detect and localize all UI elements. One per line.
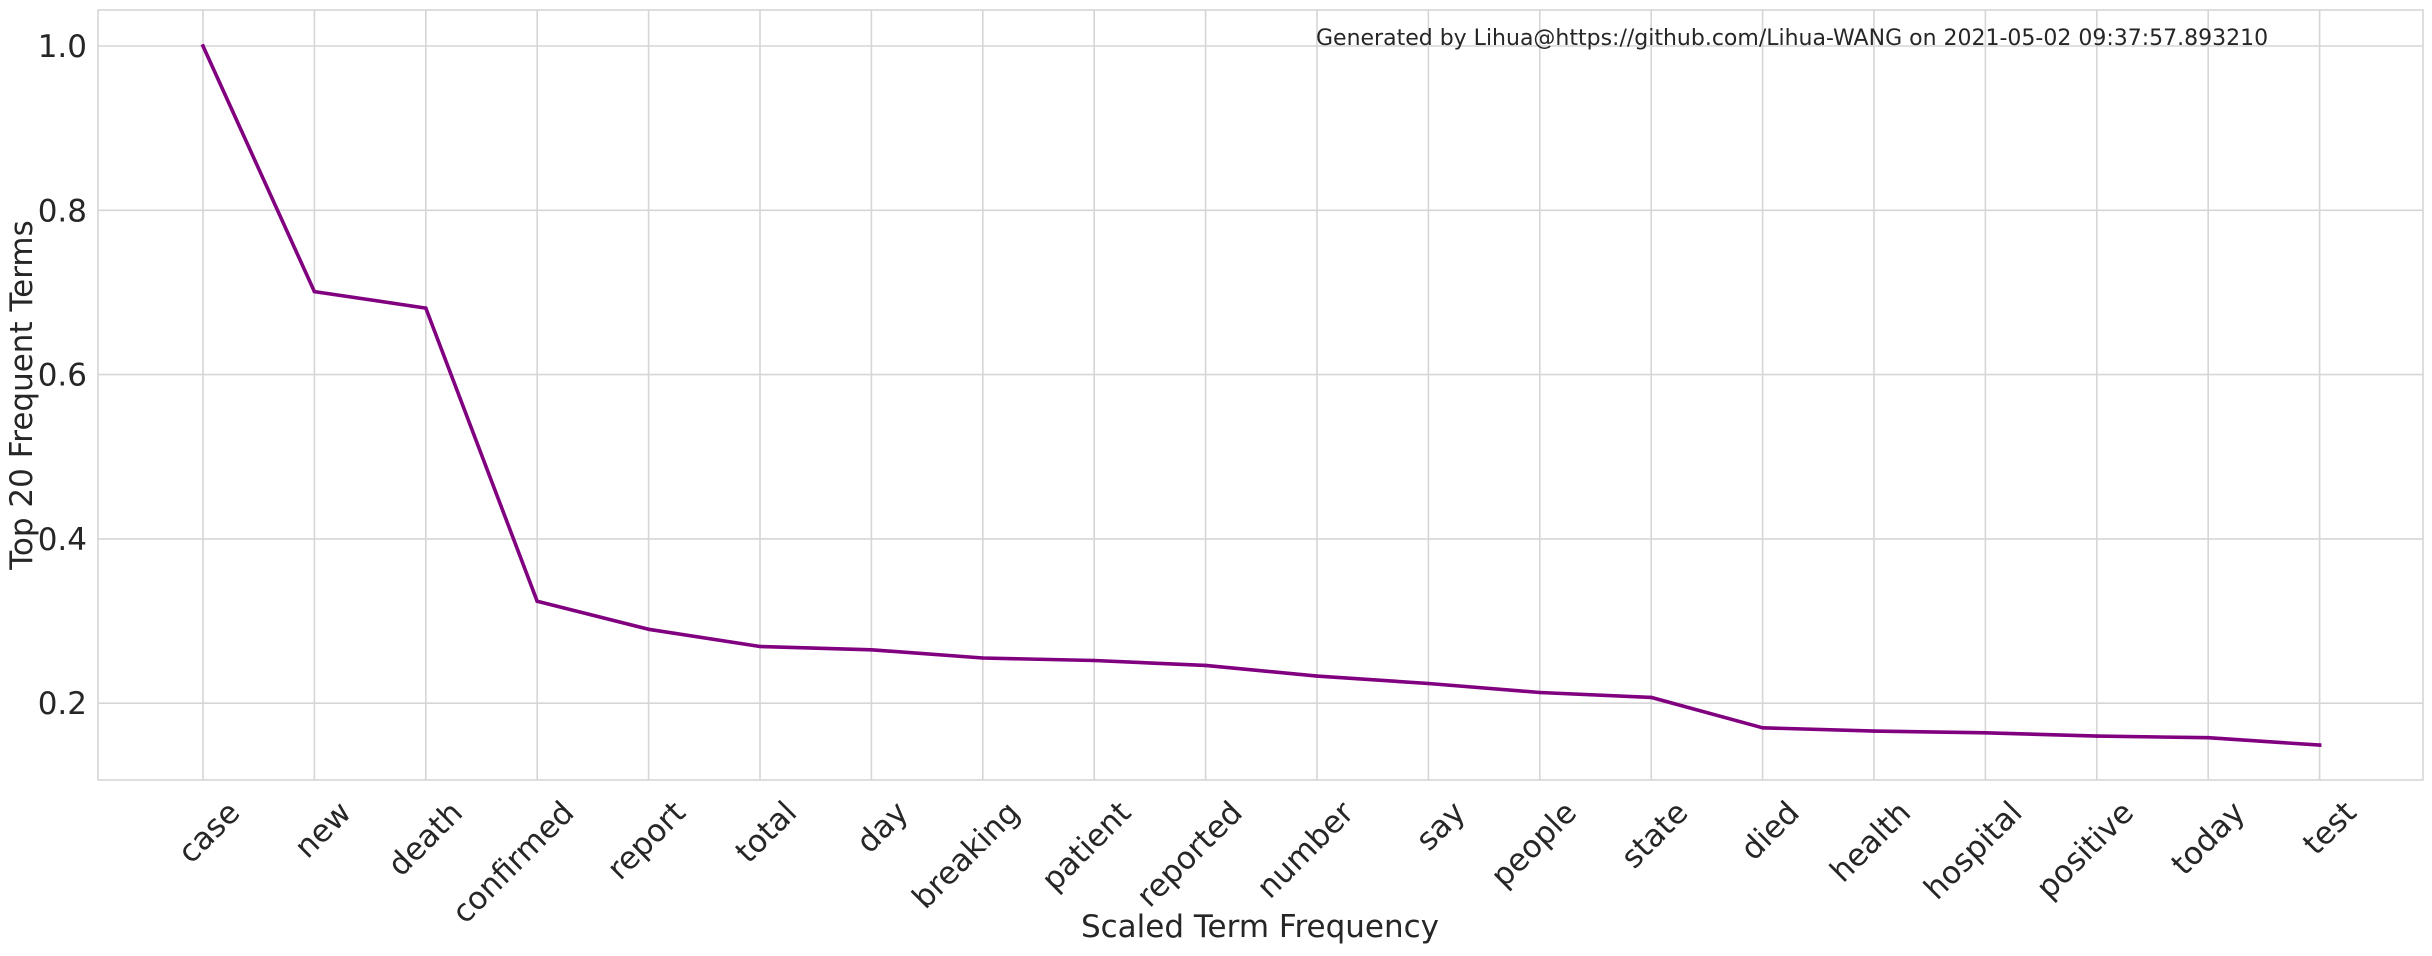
x-tick-label: today (2165, 795, 2253, 883)
x-tick-label: state (1614, 795, 1695, 876)
x-tick-label: test (2296, 795, 2364, 863)
horizontal-grid (98, 45, 2423, 705)
plot-frame (97, 9, 2424, 781)
data-point-day (869, 648, 874, 652)
x-tick-label: report (600, 795, 692, 887)
data-point-test (2317, 743, 2322, 747)
data-point-total (758, 644, 762, 649)
data-point-breaking (981, 656, 985, 660)
y-tick-label: 0.8 (38, 193, 87, 229)
x-tick-label: confirmed (445, 795, 581, 931)
x-tick-label: day (850, 795, 916, 861)
x-tick-label: total (729, 795, 805, 871)
x-tick-label: breaking (905, 795, 1026, 916)
data-point-number (1315, 674, 1319, 678)
data-point-health (1872, 729, 1876, 733)
series-layer (200, 43, 2322, 748)
vertical-grid (202, 10, 2321, 780)
data-point-people (1538, 690, 1542, 695)
series-line (200, 43, 2322, 748)
data-point-hospital (1983, 731, 1988, 735)
x-tick-label: case (171, 795, 247, 871)
data-point-case (201, 44, 205, 48)
data-point-state (1649, 695, 1653, 700)
y-tick-labels: 0.2 0.4 0.6 0.8 1.0 (38, 29, 87, 722)
y-tick-label: 0.6 (38, 358, 87, 394)
x-tick-label: people (1484, 795, 1584, 895)
data-point-say (1426, 681, 1431, 686)
y-tick-label: 0.2 (38, 686, 87, 722)
x-tick-label: hospital (1917, 795, 2029, 907)
data-point-today (2206, 735, 2210, 740)
data-point-confirmed (535, 599, 539, 604)
data-point-positive (2095, 734, 2099, 738)
data-point-death (424, 306, 428, 310)
chart-annotation: Generated by Lihua@https://github.com/Li… (1316, 26, 2268, 51)
x-tick-label: died (1734, 795, 1807, 868)
x-axis-title: Scaled Term Frequency (1081, 909, 1439, 945)
x-tick-label: number (1250, 794, 1361, 905)
x-tick-label: reported (1130, 795, 1250, 915)
x-tick-label: new (288, 795, 359, 866)
data-point-report (646, 627, 651, 632)
y-tick-label: 0.4 (38, 522, 87, 558)
x-tick-label: health (1823, 795, 1918, 890)
data-point-died (1760, 726, 1765, 730)
x-tick-label: patient (1035, 795, 1138, 898)
data-point-reported (1203, 663, 1208, 668)
y-axis-title: Top 20 Frequent Terms (4, 220, 40, 571)
x-tick-label: death (381, 795, 470, 884)
data-point-new (312, 289, 317, 294)
data-point-patient (1092, 658, 1096, 663)
x-tick-label: say (1409, 795, 1472, 858)
y-tick-label: 1.0 (38, 29, 87, 65)
x-tick-label: positive (2029, 795, 2140, 906)
